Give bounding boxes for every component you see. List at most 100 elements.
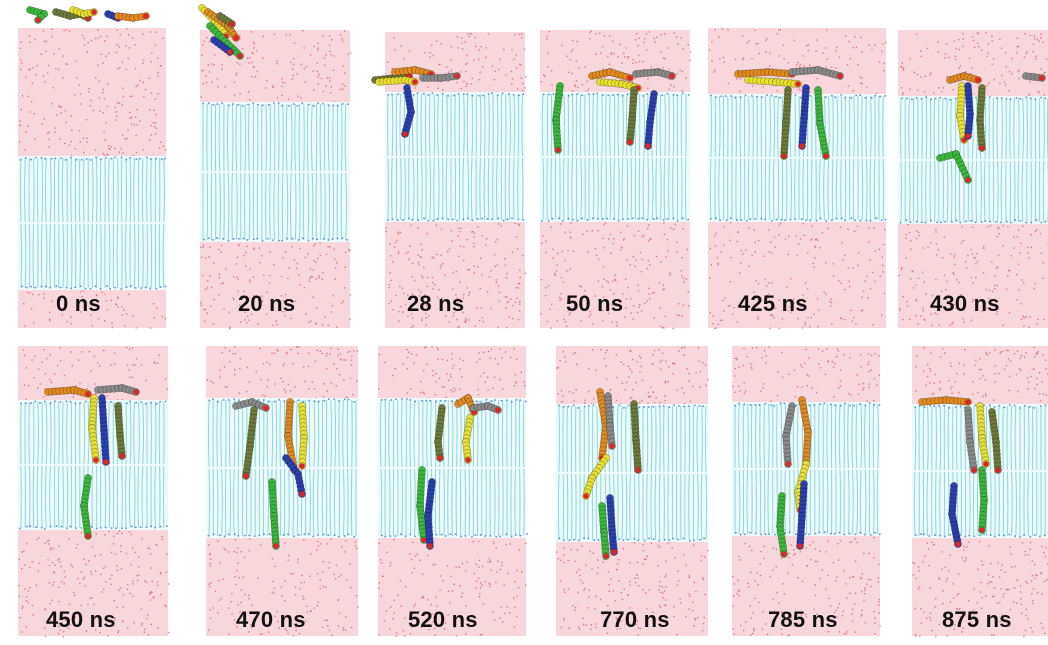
peptide-chains <box>26 6 150 24</box>
snapshot-panel: 0 ns <box>18 6 167 329</box>
simulation-snapshot <box>198 4 352 330</box>
water-region-top <box>206 346 358 398</box>
water-molecules <box>18 28 167 329</box>
peptide-chain <box>582 454 610 500</box>
peptide-chain <box>552 82 564 154</box>
peptide-chain <box>782 402 796 468</box>
water-region-bottom <box>385 222 525 328</box>
peptide-chain <box>298 402 308 470</box>
lipid-tails <box>541 93 687 221</box>
peptide-chain <box>598 502 610 560</box>
lipid-bilayer <box>206 398 358 538</box>
peptide-chains <box>936 72 1046 184</box>
peptide-chains <box>552 68 676 154</box>
peptide-chain <box>424 478 436 550</box>
peptide-chain <box>98 394 110 466</box>
lipid-headgroups <box>387 92 525 222</box>
simulation-snapshot <box>556 346 709 636</box>
peptide-chain <box>282 454 306 498</box>
water-region-top <box>732 346 880 402</box>
peptide-chains <box>734 66 844 160</box>
peptide-chain <box>26 6 48 24</box>
water-region-top <box>912 346 1048 404</box>
water-molecules <box>378 346 527 638</box>
peptide-chains <box>416 394 502 550</box>
lipid-tails <box>202 103 347 241</box>
peptide-chain <box>788 66 844 80</box>
peptide-chains <box>918 396 1002 548</box>
lipid-headgroups <box>541 92 690 222</box>
simulation-snapshot <box>708 28 887 330</box>
peptide-chains <box>582 388 642 560</box>
water-molecules <box>206 346 359 637</box>
peptide-chain <box>416 466 428 544</box>
peptide-chain <box>936 150 972 184</box>
peptide-chain <box>210 36 234 56</box>
peptide-chain <box>630 400 642 474</box>
peptide-chain <box>462 414 474 464</box>
peptide-chain <box>918 396 972 406</box>
water-molecules <box>898 32 1048 328</box>
snapshot-panel: 875 ns <box>912 346 1048 638</box>
peptide-chain <box>796 480 808 550</box>
snapshot-panel: 520 ns <box>378 346 528 638</box>
snapshot-panel: 430 ns <box>898 30 1048 328</box>
peptide-chains <box>44 384 140 540</box>
peptide-chain <box>814 86 830 160</box>
lipid-tails <box>20 401 165 529</box>
peptide-chain <box>216 12 236 28</box>
peptide-chains <box>232 398 308 550</box>
lipid-headgroups <box>202 102 349 242</box>
lipid-tails <box>19 157 165 289</box>
water-region-bottom <box>898 224 1048 328</box>
snapshot-panel: 770 ns <box>556 346 709 636</box>
snapshot-panel: 28 ns <box>371 32 527 329</box>
water-region-bottom <box>912 538 1048 636</box>
water-molecules <box>556 346 709 636</box>
peptide-chain <box>242 406 258 480</box>
peptide-chain <box>114 402 126 460</box>
snapshot-panel: 450 ns <box>18 346 170 638</box>
peptide-chain <box>798 84 810 150</box>
peptide-chain <box>88 394 100 464</box>
water-region-top <box>18 346 168 400</box>
simulation-snapshot <box>378 346 528 638</box>
peptide-chain <box>94 384 140 396</box>
peptide-chain <box>964 406 978 474</box>
water-molecules <box>912 346 1048 638</box>
peptide-chains <box>371 66 461 138</box>
water-region-bottom <box>708 222 886 328</box>
water-region-top <box>556 346 708 404</box>
peptide-chain <box>946 72 982 84</box>
peptide-chain <box>419 72 461 82</box>
simulation-snapshot <box>371 32 527 329</box>
peptide-chain <box>434 404 446 462</box>
simulation-snapshot <box>18 6 167 329</box>
lipid-bilayer <box>708 94 886 222</box>
peptide-chain <box>401 84 415 138</box>
snapshot-panel: 785 ns <box>732 346 881 637</box>
lipid-tails <box>207 399 357 537</box>
water-region-bottom <box>378 538 526 636</box>
water-region-bottom <box>200 242 350 328</box>
water-region-bottom <box>556 542 708 636</box>
peptide-chain <box>606 494 618 556</box>
simulation-snapshot <box>206 346 359 637</box>
peptide-chain <box>976 84 986 152</box>
water-region-top <box>378 346 526 398</box>
peptide-chain <box>1022 72 1046 82</box>
lipid-headgroups <box>899 96 1047 224</box>
simulation-snapshot <box>732 346 881 637</box>
lipid-headgroups <box>19 400 168 530</box>
peptide-chain <box>69 6 98 18</box>
peptide-chain <box>626 86 638 146</box>
water-region-bottom <box>732 536 880 636</box>
peptide-chains <box>198 4 244 60</box>
water-molecules <box>732 346 881 637</box>
peptide-chain <box>588 68 634 82</box>
peptide-chain <box>644 90 658 150</box>
peptide-chain <box>470 402 502 414</box>
snapshot-panel: 50 ns <box>540 30 692 330</box>
simulation-snapshot <box>898 30 1048 328</box>
water-region-bottom <box>18 530 168 636</box>
